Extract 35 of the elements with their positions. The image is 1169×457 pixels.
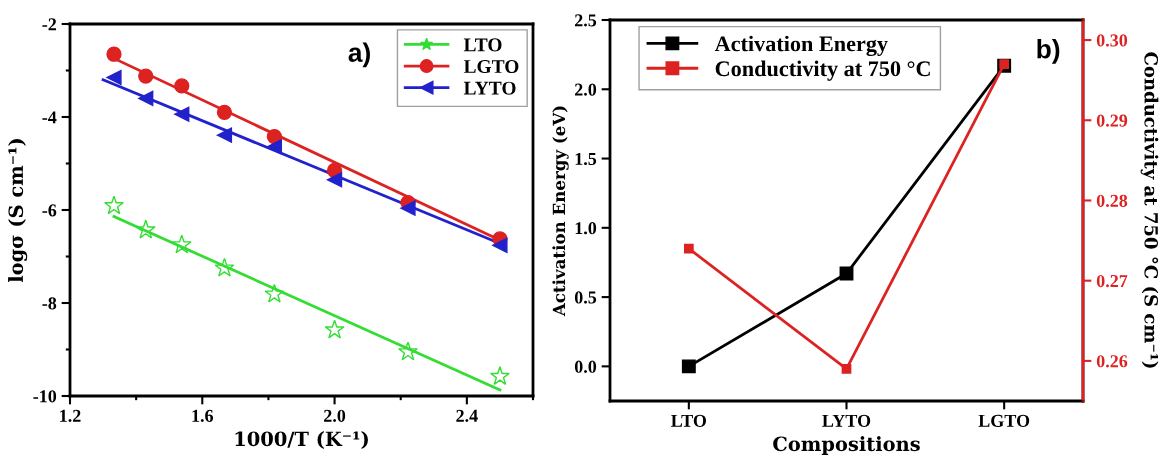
y2-axis-title: Conductivity at 750 °C (S cm⁻¹) [1140,52,1159,368]
y-tick-label: 2.5 [575,14,597,27]
x-tick-label: LGTO [978,414,1030,427]
x-axis-title: Compositions [773,436,920,455]
x-tick-label: 1.6 [192,409,214,422]
y-axis-title: Activation Energy (eV) [552,106,569,317]
y-tick-label: -4 [42,111,57,124]
y-tick-label: -2 [42,18,57,31]
x-tick-label: 2.0 [324,409,346,422]
y2-tick-label: 0.30 [1096,34,1128,47]
x-tick-label: 1.2 [60,409,81,422]
x-tick-label: LTO [671,414,707,427]
x-axis-title: 1000/T (K⁻¹) [235,431,368,449]
annotation: a) [348,42,370,68]
y-tick-label: 2.0 [575,83,597,96]
y-tick-label: -8 [42,297,57,310]
y-tick-label: 0.5 [574,291,597,304]
y-tick-label: 1.5 [575,152,597,166]
y2-tick-label: 0.27 [1096,274,1128,288]
legend-label: LYTO [463,81,516,95]
y2-tick-label: 0.26 [1096,355,1128,368]
legend-label: LTO [463,38,502,52]
y2-tick-label: 0.28 [1096,194,1128,207]
x-tick-label: 2.4 [456,409,478,422]
y2-tick-label: 0.29 [1096,114,1128,127]
legend-label: Activation Energy [714,35,888,57]
y-tick-label: 0.0 [574,360,597,373]
y-tick-label: 1.0 [575,222,597,235]
y-tick-label: -6 [42,204,57,217]
y-axis-title: logσ (S cm⁻¹) [8,139,28,283]
x-tick-label: LYTO [822,414,871,427]
y-tick-label: -10 [33,390,57,403]
legend-label: LGTO [463,59,519,74]
legend-label: Conductivity at 750 °C [715,60,930,81]
annotation: b) [1037,39,1060,64]
